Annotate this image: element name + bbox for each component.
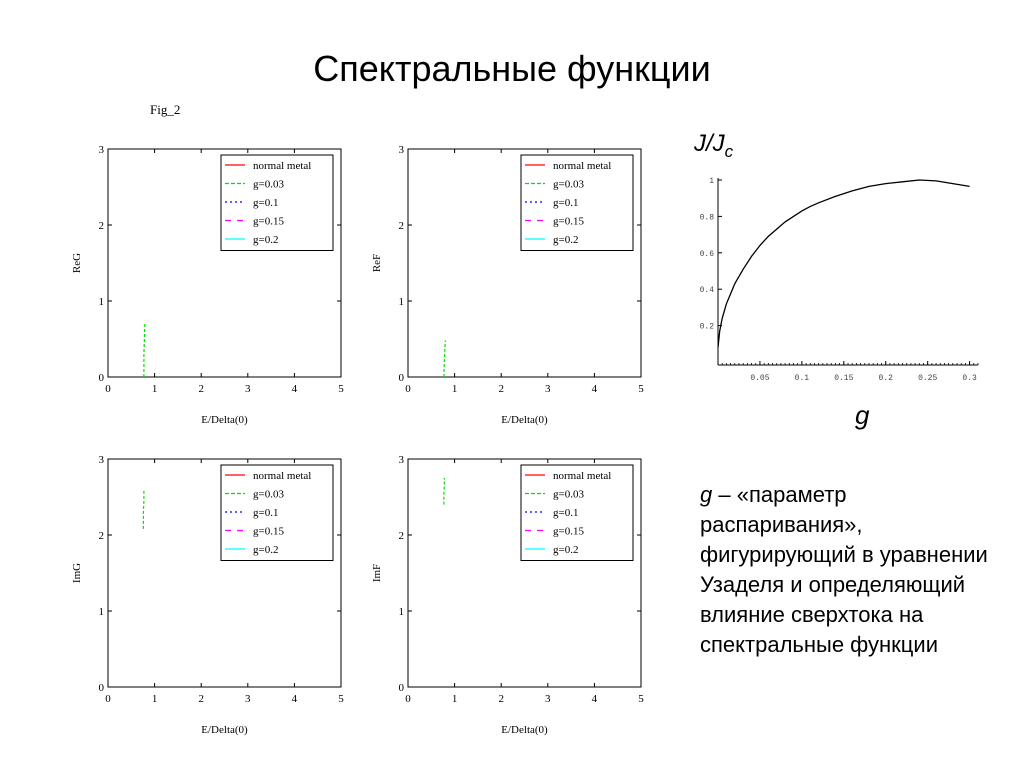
ref-x-axis-label: E/Delta(0)	[501, 414, 548, 426]
jjc-y-axis-label: J/Jc	[694, 130, 734, 161]
ref-x-tick-label: 5	[638, 383, 644, 395]
img-x-tick-label: 0	[105, 693, 111, 705]
imf-x-tick-label: 5	[638, 693, 644, 705]
imf-legend-box	[520, 464, 634, 561]
jjc-curve	[717, 179, 970, 348]
reg-x-tick-label: 0	[105, 383, 111, 395]
img-y-axis-label: ImG	[71, 563, 83, 583]
reg-x-tick-label: 5	[338, 383, 344, 395]
jjc-y-tick-label: 0.8	[700, 213, 715, 222]
reg-y-axis-label: ReG	[71, 253, 83, 273]
imf-y-tick-label: 3	[399, 454, 405, 466]
imf-y-tick-label: 1	[399, 606, 405, 618]
ref-y-tick-label: 3	[399, 144, 405, 156]
reg-y-tick-label: 0	[99, 372, 105, 384]
reg-y-tick-label: 3	[99, 144, 105, 156]
reg-legend-entry-3: g=0.15	[253, 216, 284, 228]
ref-legend-entry-2: g=0.1	[553, 197, 578, 209]
reg-legend-entry-4: g=0.2	[253, 234, 278, 246]
ref-legend-entry-0: normal metal	[553, 160, 611, 172]
ref-x-tick-label: 0	[405, 383, 411, 395]
jjc-y-tick-label: 0.6	[700, 250, 715, 259]
jjc-x-tick-label: 0.05	[750, 374, 769, 383]
reg-legend-entry-0: normal metal	[253, 160, 311, 172]
img-legend-entry-1: g=0.03	[253, 489, 284, 501]
img-y-tick-label: 3	[99, 454, 105, 466]
jjc-x-tick-label: 0.15	[834, 374, 853, 383]
img-plot-frame	[107, 458, 342, 688]
img-legend-box	[220, 464, 334, 561]
img-x-tick-label: 5	[338, 693, 344, 705]
figure-label: Fig_2	[150, 102, 181, 117]
jjc-y-tick-label: 0.4	[700, 286, 715, 295]
ref-legend-entry-4: g=0.2	[553, 234, 578, 246]
imf-legend-entry-3: g=0.15	[553, 526, 584, 538]
reg-x-tick-label: 3	[245, 383, 251, 395]
reg-legend-box	[220, 154, 334, 251]
img-y-tick-label: 0	[99, 682, 105, 694]
imf-y-axis-label: ImF	[371, 564, 383, 582]
imf-x-tick-label: 2	[498, 693, 504, 705]
img-y-tick-label: 1	[99, 606, 105, 618]
ref-series-0	[443, 340, 446, 378]
imf-x-tick-label: 4	[592, 693, 598, 705]
jjc-y-tick-label: 0.2	[700, 323, 715, 332]
ref-y-tick-label: 2	[399, 220, 405, 232]
g-symbol: g	[700, 482, 713, 507]
imf-x-axis-label: E/Delta(0)	[501, 724, 548, 736]
imf-legend-entry-0: normal metal	[553, 470, 611, 482]
reg-x-tick-label: 4	[292, 383, 298, 395]
imf-legend-entry-1: g=0.03	[553, 489, 584, 501]
reg-y-tick-label: 1	[99, 296, 105, 308]
img-x-tick-label: 3	[245, 693, 251, 705]
img-legend-entry-0: normal metal	[253, 470, 311, 482]
ref-y-tick-label: 1	[399, 296, 405, 308]
ref-legend-box	[520, 154, 634, 251]
img-x-tick-label: 2	[198, 693, 204, 705]
imf-legend-entry-4: g=0.2	[553, 544, 578, 556]
reg-plot-frame	[107, 148, 342, 378]
imf-x-tick-label: 3	[545, 693, 551, 705]
img-legend-entry-4: g=0.2	[253, 544, 278, 556]
reg-x-axis-label: E/Delta(0)	[201, 414, 248, 426]
jjc-x-tick-label: 0.2	[879, 374, 894, 383]
ref-x-tick-label: 1	[452, 383, 458, 395]
reg-legend-entry-1: g=0.03	[253, 179, 284, 191]
description-body: – «параметр распаривания», фигурирующий …	[700, 482, 988, 657]
jjc-x-tick-label: 0.3	[962, 374, 977, 383]
img-x-tick-label: 1	[152, 693, 158, 705]
imf-y-tick-label: 0	[399, 682, 405, 694]
reg-y-tick-label: 2	[99, 220, 105, 232]
slide-title: Спектральные функции	[313, 48, 711, 89]
reg-legend-entry-2: g=0.1	[253, 197, 278, 209]
jjc-x-tick-label: 0.25	[918, 374, 937, 383]
reg-series-0	[143, 323, 146, 377]
ref-legend-entry-1: g=0.03	[553, 179, 584, 191]
jjc-y-tick-label: 1	[709, 177, 714, 186]
jjc-x-axis-label: g	[855, 400, 870, 430]
reg-x-tick-label: 2	[198, 383, 204, 395]
description-text: g – «параметр распаривания», фигурирующи…	[700, 480, 1010, 660]
imf-plot-frame	[407, 458, 642, 688]
img-series-0	[142, 489, 145, 529]
jjc-x-tick-label: 0.1	[795, 374, 810, 383]
imf-y-tick-label: 2	[399, 530, 405, 542]
ref-x-tick-label: 4	[592, 383, 598, 395]
img-x-axis-label: E/Delta(0)	[201, 724, 248, 736]
ref-x-tick-label: 3	[545, 383, 551, 395]
imf-legend-entry-2: g=0.1	[553, 507, 578, 519]
img-legend-entry-2: g=0.1	[253, 507, 278, 519]
ref-y-tick-label: 0	[399, 372, 405, 384]
ref-y-axis-label: ReF	[371, 254, 383, 272]
imf-x-tick-label: 1	[452, 693, 458, 705]
ref-legend-entry-3: g=0.15	[553, 216, 584, 228]
img-x-tick-label: 4	[292, 693, 298, 705]
ref-x-tick-label: 2	[498, 383, 504, 395]
ref-plot-frame	[407, 148, 642, 378]
reg-x-tick-label: 1	[152, 383, 158, 395]
img-y-tick-label: 2	[99, 530, 105, 542]
img-legend-entry-3: g=0.15	[253, 526, 284, 538]
imf-x-tick-label: 0	[405, 693, 411, 705]
